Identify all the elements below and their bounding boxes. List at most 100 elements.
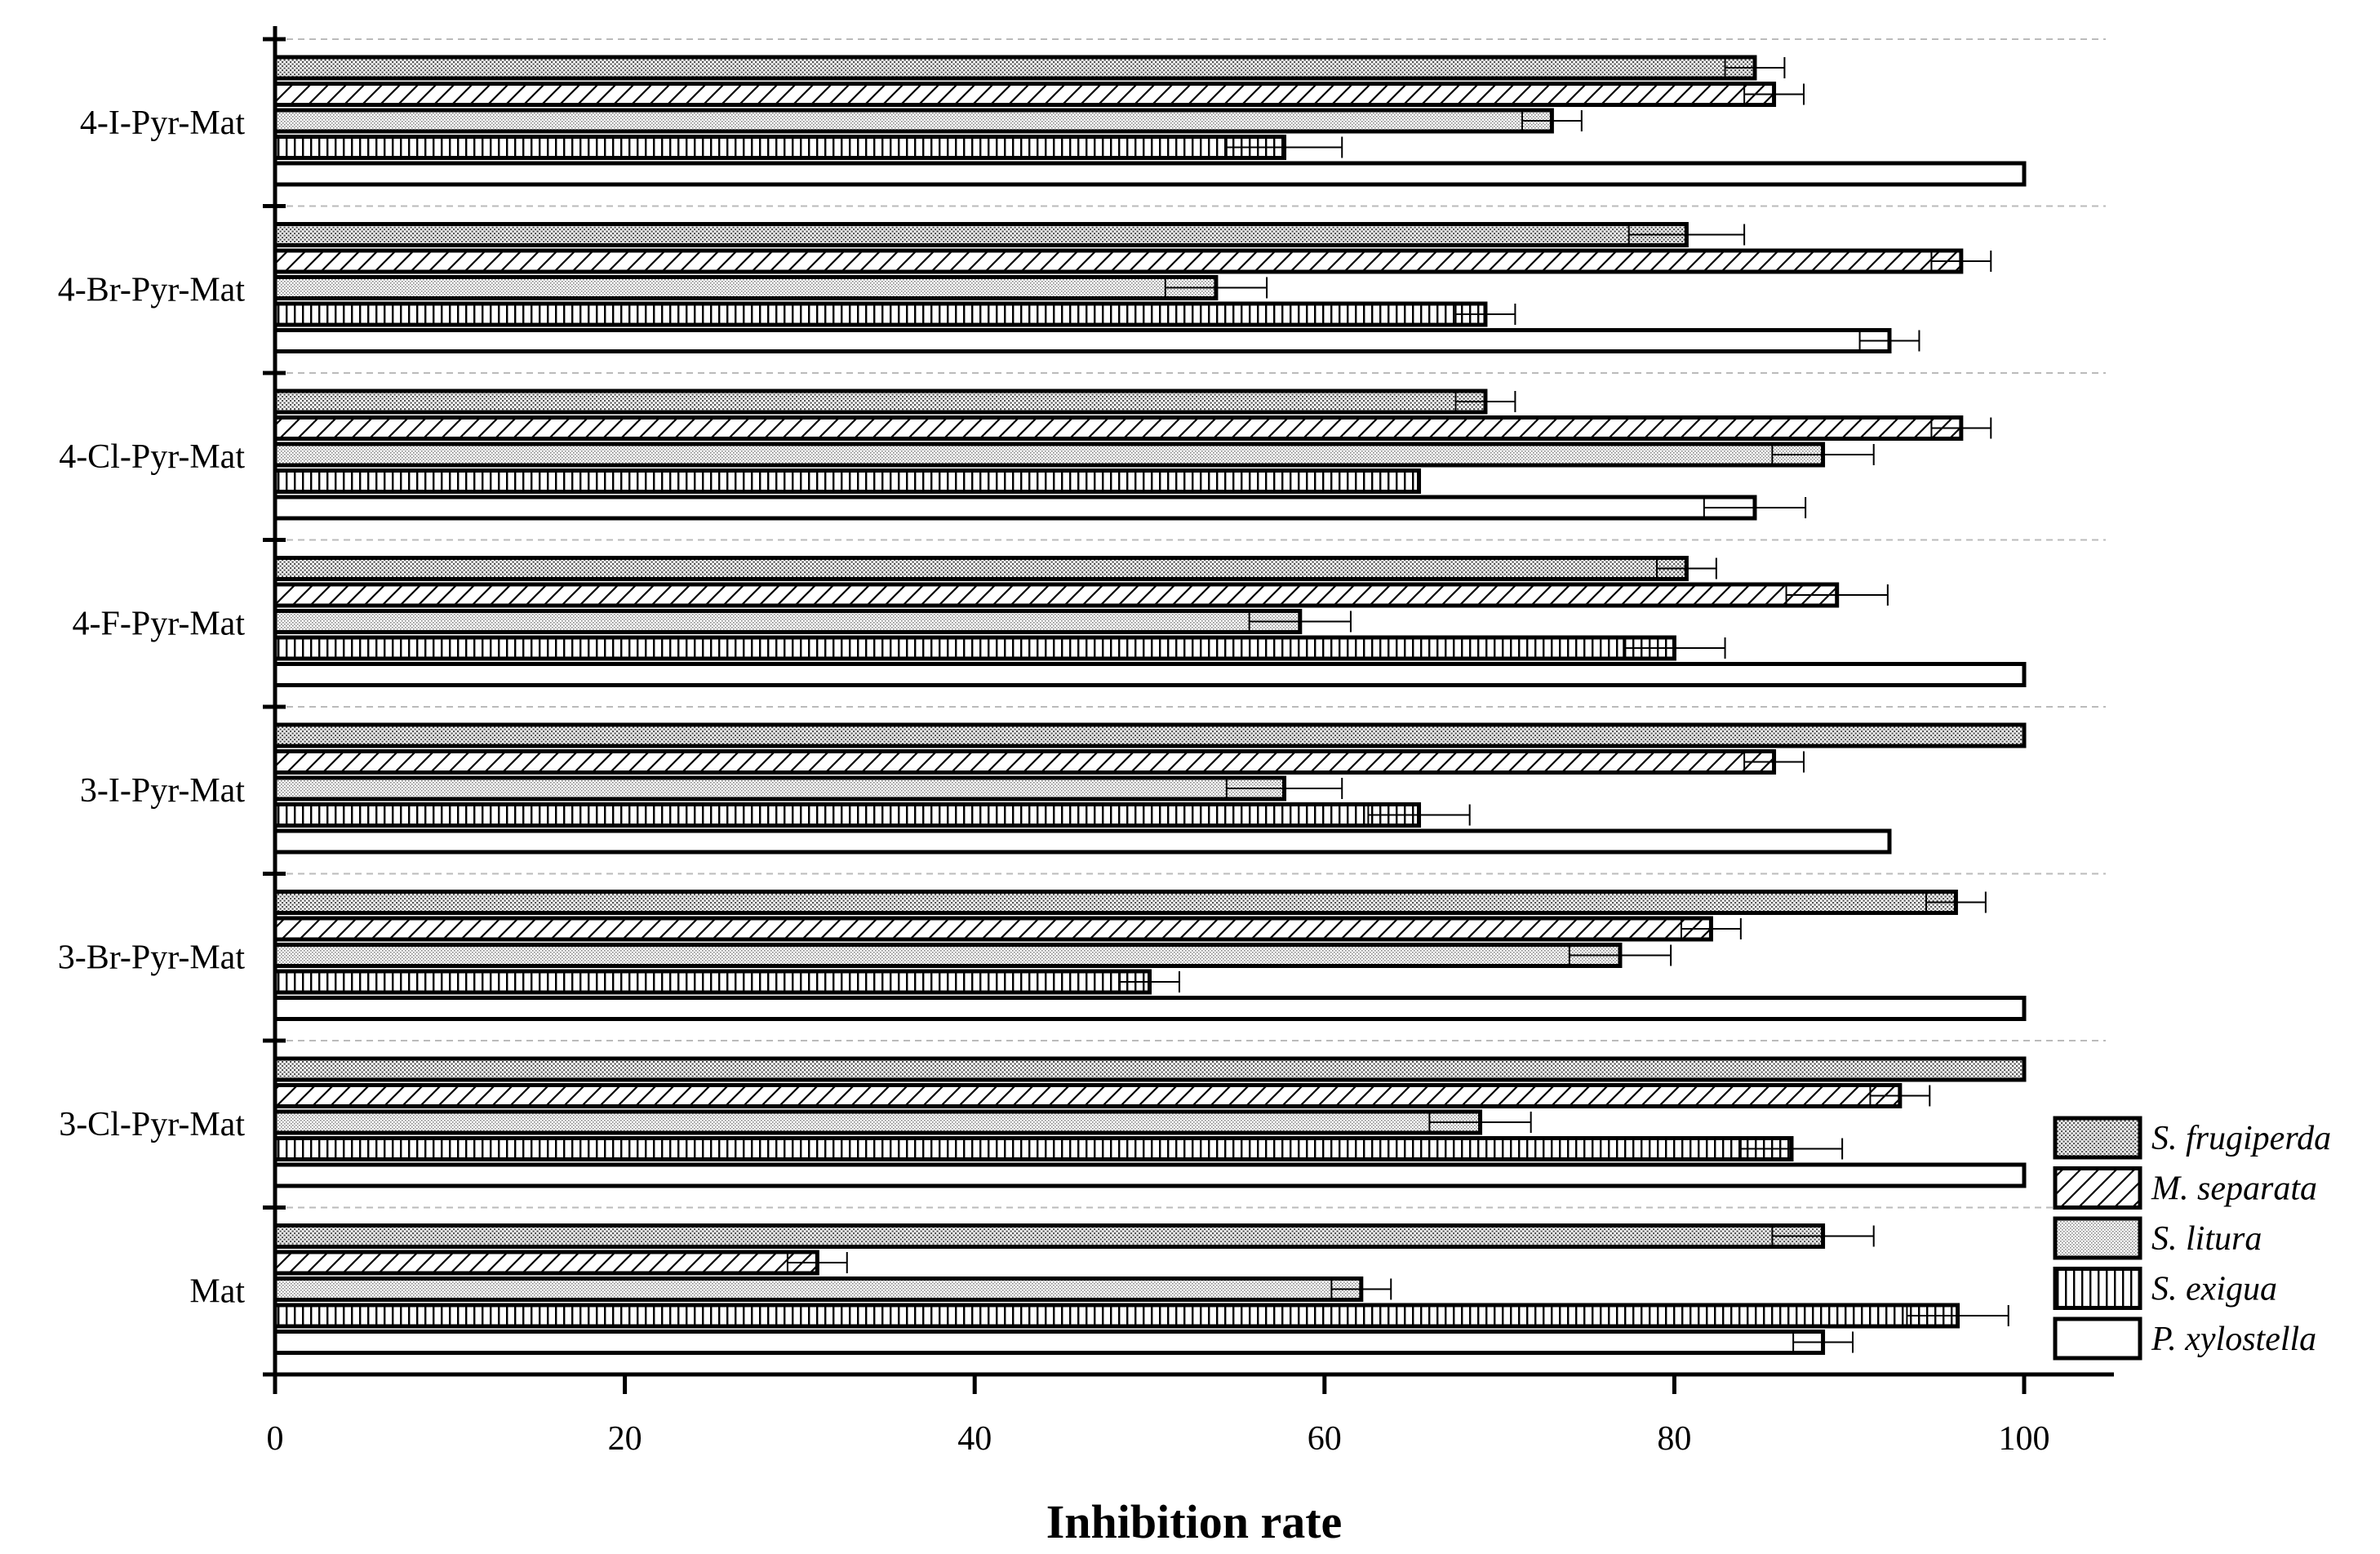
category-labels: 4-I-Pyr-Mat 4-Br-Pyr-Mat 4-Cl-Pyr-Mat 4-F-P… [58, 104, 246, 1311]
bar-s-frugiperda-4-i-pyr-mat [273, 55, 1757, 81]
bar-s-litura-4-br-pyr-mat [273, 275, 1219, 300]
error-bar-s-frugiperda-4-i-pyr-mat [1724, 57, 1786, 78]
bar-s-exigua-4-cl-pyr-mat [273, 468, 1422, 494]
category-label: 4-Cl-Pyr-Mat [59, 438, 245, 476]
bar-s-exigua-4-f-pyr-mat [273, 635, 1676, 661]
legend-label-m-separata: M. separata [2151, 1170, 2317, 1208]
bar-m-separata-mat [273, 1250, 819, 1276]
error-bar-s-frugiperda-4-cl-pyr-mat [1454, 391, 1516, 412]
x-tick-label: 0 [267, 1420, 284, 1458]
error-bar-s-frugiperda-4-br-pyr-mat [1627, 224, 1746, 246]
bar-s-exigua-mat [273, 1303, 1960, 1329]
bar-s-litura-4-cl-pyr-mat [273, 442, 1826, 468]
category-label: 3-I-Pyr-Mat [80, 772, 245, 810]
error-bar-m-separata-4-i-pyr-mat [1743, 83, 1805, 105]
legend-label-p-xylostella: P. xylostella [2151, 1321, 2316, 1358]
bar-s-exigua-3-cl-pyr-mat [273, 1136, 1794, 1161]
category-label: Mat [189, 1273, 245, 1311]
error-bar-m-separata-3-br-pyr-mat [1680, 918, 1742, 939]
bar-s-exigua-4-i-pyr-mat [273, 135, 1287, 160]
bar-s-exigua-3-br-pyr-mat [273, 969, 1152, 995]
bar-p-xylostella-3-cl-pyr-mat [273, 1162, 2027, 1188]
category-label: 3-Cl-Pyr-Mat [59, 1106, 245, 1143]
x-tick-label: 60 [1308, 1420, 1342, 1458]
error-bar-m-separata-mat [786, 1252, 848, 1273]
error-bar-s-litura-3-br-pyr-mat [1568, 944, 1672, 966]
x-tick-label: 80 [1657, 1420, 1691, 1458]
legend-swatch-m-separata [2053, 1166, 2142, 1210]
bar-s-frugiperda-3-br-pyr-mat [273, 890, 1958, 915]
bars [273, 55, 2027, 1355]
error-bar-s-exigua-4-br-pyr-mat [1454, 304, 1516, 325]
bar-s-litura-4-f-pyr-mat [273, 609, 1303, 634]
category-label: 4-F-Pyr-Mat [73, 606, 246, 643]
legend-label-s-exigua: S. exigua [2151, 1271, 2277, 1308]
legend-label-s-litura: S. litura [2151, 1220, 2262, 1258]
error-bar-s-exigua-3-i-pyr-mat [1367, 804, 1471, 826]
x-tick-label: 40 [957, 1420, 992, 1458]
legend: S. frugiperda M. separata S. litura S. exig… [2053, 1116, 2331, 1361]
error-bar-s-frugiperda-4-f-pyr-mat [1655, 557, 1717, 579]
bar-p-xylostella-4-br-pyr-mat [273, 328, 1892, 353]
error-bar-p-xylostella-4-br-pyr-mat [1858, 330, 1920, 352]
bar-s-frugiperda-4-f-pyr-mat [273, 556, 1689, 581]
bar-s-litura-mat [273, 1276, 1364, 1302]
bar-m-separata-3-i-pyr-mat [273, 749, 1777, 775]
error-bar-s-litura-3-i-pyr-mat [1225, 778, 1343, 799]
bar-m-separata-4-i-pyr-mat [273, 82, 1777, 107]
bar-s-litura-3-br-pyr-mat [273, 943, 1623, 968]
bar-s-frugiperda-4-br-pyr-mat [273, 222, 1689, 247]
error-bar-s-litura-mat [1330, 1278, 1392, 1300]
error-bar-m-separata-3-i-pyr-mat [1743, 751, 1805, 773]
error-bar-s-exigua-4-f-pyr-mat [1623, 637, 1726, 659]
error-bar-m-separata-4-f-pyr-mat [1785, 584, 1889, 606]
error-bar-s-litura-3-cl-pyr-mat [1428, 1112, 1532, 1133]
error-bar-p-xylostella-4-cl-pyr-mat [1703, 497, 1807, 518]
bar-p-xylostella-mat [273, 1330, 1826, 1355]
error-bar-s-frugiperda-3-br-pyr-mat [1925, 891, 1987, 913]
error-bar-s-frugiperda-mat [1771, 1225, 1875, 1247]
category-label: 3-Br-Pyr-Mat [58, 939, 246, 977]
legend-swatch-s-frugiperda [2053, 1116, 2142, 1160]
bar-p-xylostella-4-i-pyr-mat [273, 161, 2027, 187]
error-bar-s-exigua-4-i-pyr-mat [1225, 136, 1343, 158]
bar-s-frugiperda-4-cl-pyr-mat [273, 388, 1488, 415]
bar-p-xylostella-4-f-pyr-mat [273, 662, 2027, 687]
bar-s-litura-4-i-pyr-mat [273, 108, 1554, 134]
bar-s-exigua-4-br-pyr-mat [273, 301, 1488, 327]
bar-p-xylostella-4-cl-pyr-mat [273, 495, 1757, 521]
bar-p-xylostella-3-i-pyr-mat [273, 828, 1892, 855]
group-separators [275, 38, 2106, 1209]
bar-s-frugiperda-3-cl-pyr-mat [273, 1056, 2027, 1082]
bar-p-xylostella-3-br-pyr-mat [273, 996, 2027, 1021]
category-label: 4-I-Pyr-Mat [80, 104, 245, 142]
error-bar-p-xylostella-mat [1792, 1331, 1854, 1353]
error-bar-s-exigua-mat [1906, 1305, 2009, 1326]
bar-m-separata-4-br-pyr-mat [273, 248, 1964, 274]
bar-m-separata-4-f-pyr-mat [273, 582, 1840, 608]
error-bar-m-separata-4-br-pyr-mat [1930, 251, 1992, 272]
error-bar-s-exigua-3-cl-pyr-mat [1739, 1138, 1844, 1160]
error-bars [786, 57, 2009, 1353]
bar-m-separata-3-br-pyr-mat [273, 916, 1713, 942]
error-bar-m-separata-3-cl-pyr-mat [1869, 1085, 1931, 1107]
error-bar-s-litura-4-i-pyr-mat [1521, 110, 1583, 131]
error-bar-s-litura-4-f-pyr-mat [1248, 610, 1352, 633]
legend-swatch-s-exigua [2053, 1267, 2142, 1310]
bar-s-frugiperda-mat [273, 1223, 1826, 1249]
category-label: 4-Br-Pyr-Mat [58, 272, 246, 309]
bar-s-litura-3-cl-pyr-mat [273, 1109, 1483, 1135]
x-axis-title: Inhibition rate [1046, 1495, 1343, 1548]
bar-s-frugiperda-3-i-pyr-mat [273, 722, 2027, 748]
x-tick-label: 100 [1999, 1420, 2050, 1458]
error-bar-m-separata-4-cl-pyr-mat [1930, 417, 1992, 439]
bar-s-exigua-3-i-pyr-mat [273, 802, 1422, 828]
bar-m-separata-3-cl-pyr-mat [273, 1083, 1903, 1108]
legend-swatch-s-litura [2053, 1216, 2142, 1260]
error-bar-s-exigua-3-br-pyr-mat [1119, 971, 1180, 992]
x-tick-label: 20 [608, 1420, 642, 1458]
x-axis-ticks: 0 20 40 60 80 100 [267, 1374, 2050, 1458]
bar-s-litura-3-i-pyr-mat [273, 775, 1287, 801]
bar-m-separata-4-cl-pyr-mat [273, 415, 1964, 441]
